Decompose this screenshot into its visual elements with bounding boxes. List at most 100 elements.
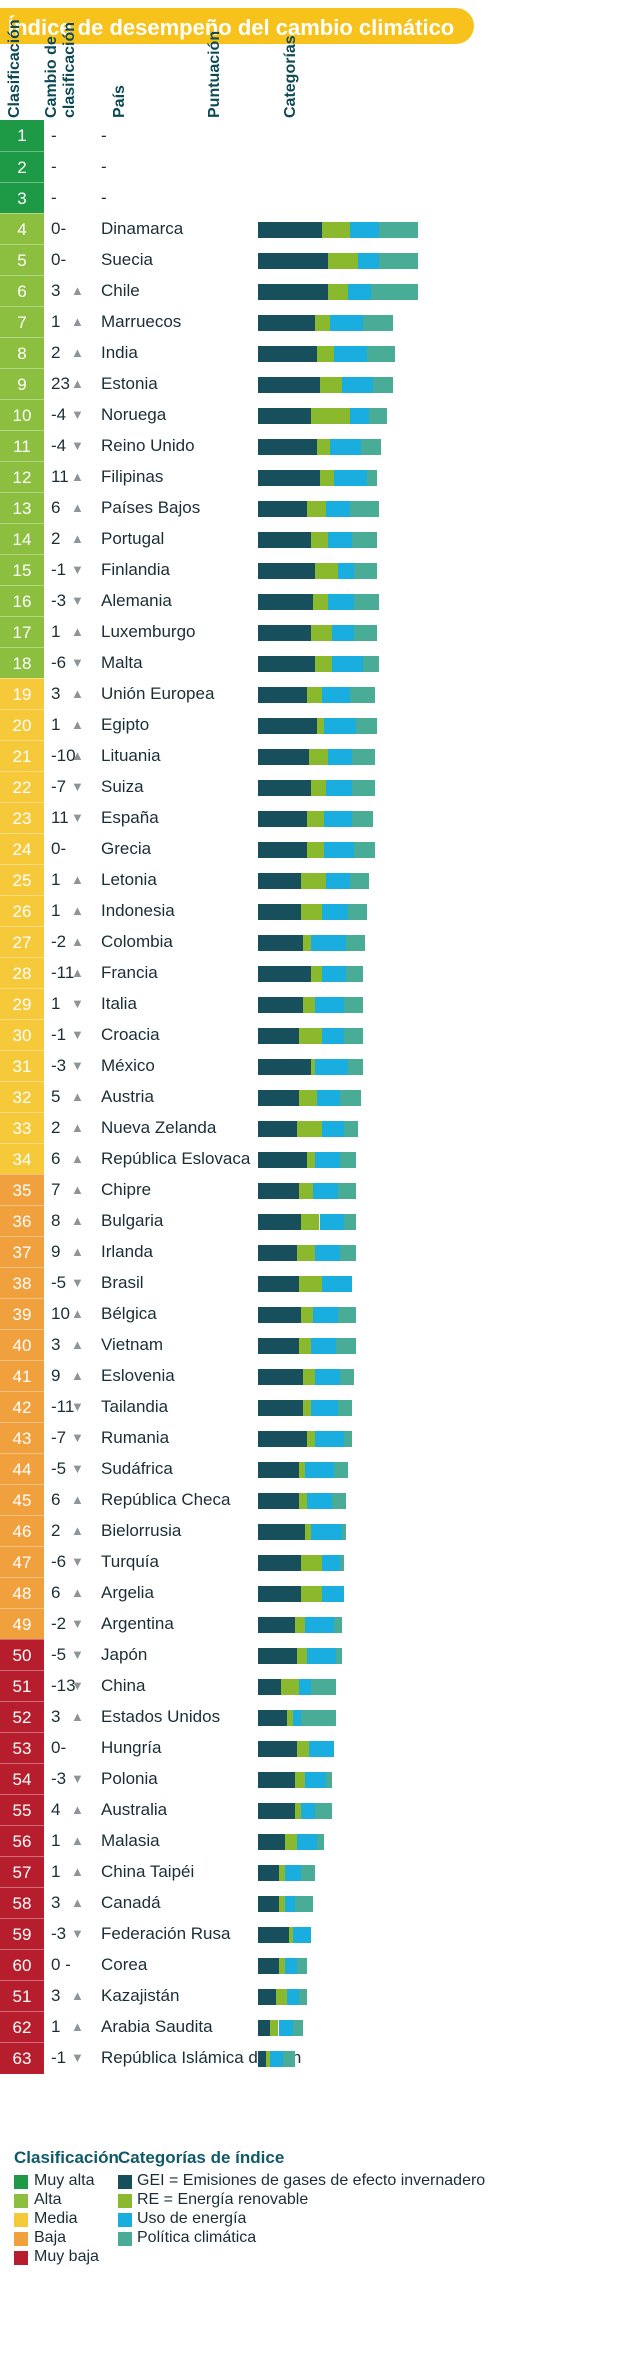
legend-category-label: GEI = Emisiones de gases de efecto inver…: [137, 2172, 486, 2189]
country-cell: Letonia: [101, 870, 157, 889]
bar-segment-eu: [305, 1617, 334, 1633]
rank-change-cell: 2: [51, 1521, 61, 1540]
bar-segment-ghg: [258, 656, 316, 672]
rank-cell: 26: [0, 895, 44, 927]
bar-segment-cp: [372, 377, 394, 393]
country-cell: Estados Unidos: [101, 1707, 221, 1726]
country-cell: República Eslovaca: [101, 1149, 251, 1168]
bar-segment-ghg: [258, 284, 328, 300]
rank-cell: 38: [0, 1267, 44, 1299]
bar-segment-eu: [329, 315, 363, 331]
bar-segment-cp: [340, 1555, 345, 1571]
country-cell: China Taipéi: [101, 1862, 195, 1881]
bar-segment-eu: [301, 1803, 316, 1819]
bar-segment-ghg: [258, 811, 308, 827]
bar-segment-re: [311, 532, 328, 548]
bar-segment-re: [311, 966, 322, 982]
bar-segment-re: [307, 687, 322, 703]
bar-segment-cp: [340, 1090, 361, 1106]
bar-segment-cp: [344, 1121, 359, 1137]
bar-segment-re: [278, 1896, 285, 1912]
bar-segment-cp: [350, 501, 379, 517]
rank-change-cell: -4: [51, 436, 67, 455]
rank-change-cell: 0-: [51, 839, 67, 858]
bar-segment-re: [270, 2020, 279, 2036]
bar-segment-ghg: [258, 1586, 302, 1602]
bar-segment-eu: [315, 997, 345, 1013]
rank-change-cell: -7: [51, 777, 67, 796]
bar-segment-re: [278, 1865, 285, 1881]
country-cell: Italia: [101, 994, 137, 1013]
rank-cell: 53: [0, 1732, 44, 1764]
rank-cell: 11: [0, 430, 44, 462]
bar-segment-ghg: [258, 625, 312, 641]
country-cell: Grecia: [101, 839, 152, 858]
arrow-up-icon: ▲: [71, 1709, 84, 1724]
arrow-down-icon: ▼: [71, 1554, 84, 1569]
bar-segment-ghg: [258, 1555, 302, 1571]
rank-change-cell: 1: [51, 901, 61, 920]
legend-swatch: [14, 2175, 28, 2189]
bar-segment-cp: [301, 1865, 316, 1881]
bar-segment-re: [307, 811, 324, 827]
bar-segment-eu: [299, 1679, 312, 1695]
country-cell: -: [101, 157, 107, 176]
rank-cell: 31: [0, 1050, 44, 1082]
country-cell: Arabia Saudita: [101, 2017, 213, 2036]
legend-rank-label: Alta: [34, 2191, 62, 2208]
rank-cell: 58: [0, 1887, 44, 1919]
bar-segment-ghg: [258, 1648, 297, 1664]
rank-cell: 34: [0, 1143, 44, 1175]
rank-cell: 50: [0, 1639, 44, 1671]
rank-cell: 16: [0, 585, 44, 617]
bar-segment-eu: [321, 1555, 340, 1571]
arrow-down-icon: ▼: [71, 1399, 84, 1414]
rank-change-cell: 23: [51, 374, 70, 393]
bar-segment-cp: [325, 1772, 332, 1788]
bar-segment-ghg: [258, 966, 312, 982]
country-cell: Hungría: [101, 1738, 162, 1757]
bar-segment-eu: [321, 1276, 353, 1292]
rank-change-cell: -3: [51, 1056, 67, 1075]
arrow-up-icon: ▲: [71, 1337, 84, 1352]
rank-change-cell: 8: [51, 1211, 61, 1230]
bar-segment-re: [266, 2051, 271, 2067]
rank-change-cell: -1: [51, 2048, 67, 2067]
bar-segment-eu: [315, 1152, 340, 1168]
arrow-up-icon: ▲: [71, 314, 84, 329]
rank-change-cell: 1: [51, 312, 61, 331]
bar-segment-re: [319, 470, 334, 486]
arrow-down-icon: ▼: [71, 1678, 84, 1693]
arrow-down-icon: ▼: [71, 1058, 84, 1073]
bar-segment-re: [276, 1989, 287, 2005]
arrow-up-icon: ▲: [71, 1306, 84, 1321]
bar-segment-eu: [327, 749, 353, 765]
legend-swatch: [118, 2194, 132, 2208]
country-cell: Luxemburgo: [101, 622, 196, 641]
bar-segment-ghg: [258, 997, 304, 1013]
bar-segment-ghg: [258, 1028, 299, 1044]
rank-cell: 18: [0, 647, 44, 679]
bar-segment-cp: [352, 749, 375, 765]
rank-change-cell: 2: [51, 343, 61, 362]
bar-segment-cp: [348, 904, 367, 920]
bar-segment-re: [294, 1772, 306, 1788]
bar-segment-eu: [350, 222, 379, 238]
bar-segment-cp: [340, 1152, 357, 1168]
country-cell: Estonia: [101, 374, 158, 393]
legend-swatch: [14, 2194, 28, 2208]
bar-segment-cp: [331, 1493, 347, 1509]
rank-cell: 23: [0, 802, 44, 834]
bar-segment-re: [303, 1400, 312, 1416]
bar-segment-eu: [284, 1896, 295, 1912]
arrow-down-icon: ▼: [71, 1926, 84, 1941]
country-cell: República Checa: [101, 1490, 231, 1509]
arrow-down-icon: ▼: [71, 593, 84, 608]
bar-segment-re: [299, 1090, 318, 1106]
bar-segment-ghg: [258, 470, 320, 486]
bar-segment-eu: [284, 1865, 302, 1881]
country-cell: Polonia: [101, 1769, 158, 1788]
bar-segment-cp: [356, 718, 377, 734]
country-cell: Turquía: [101, 1552, 159, 1571]
bar-segment-eu: [325, 873, 351, 889]
